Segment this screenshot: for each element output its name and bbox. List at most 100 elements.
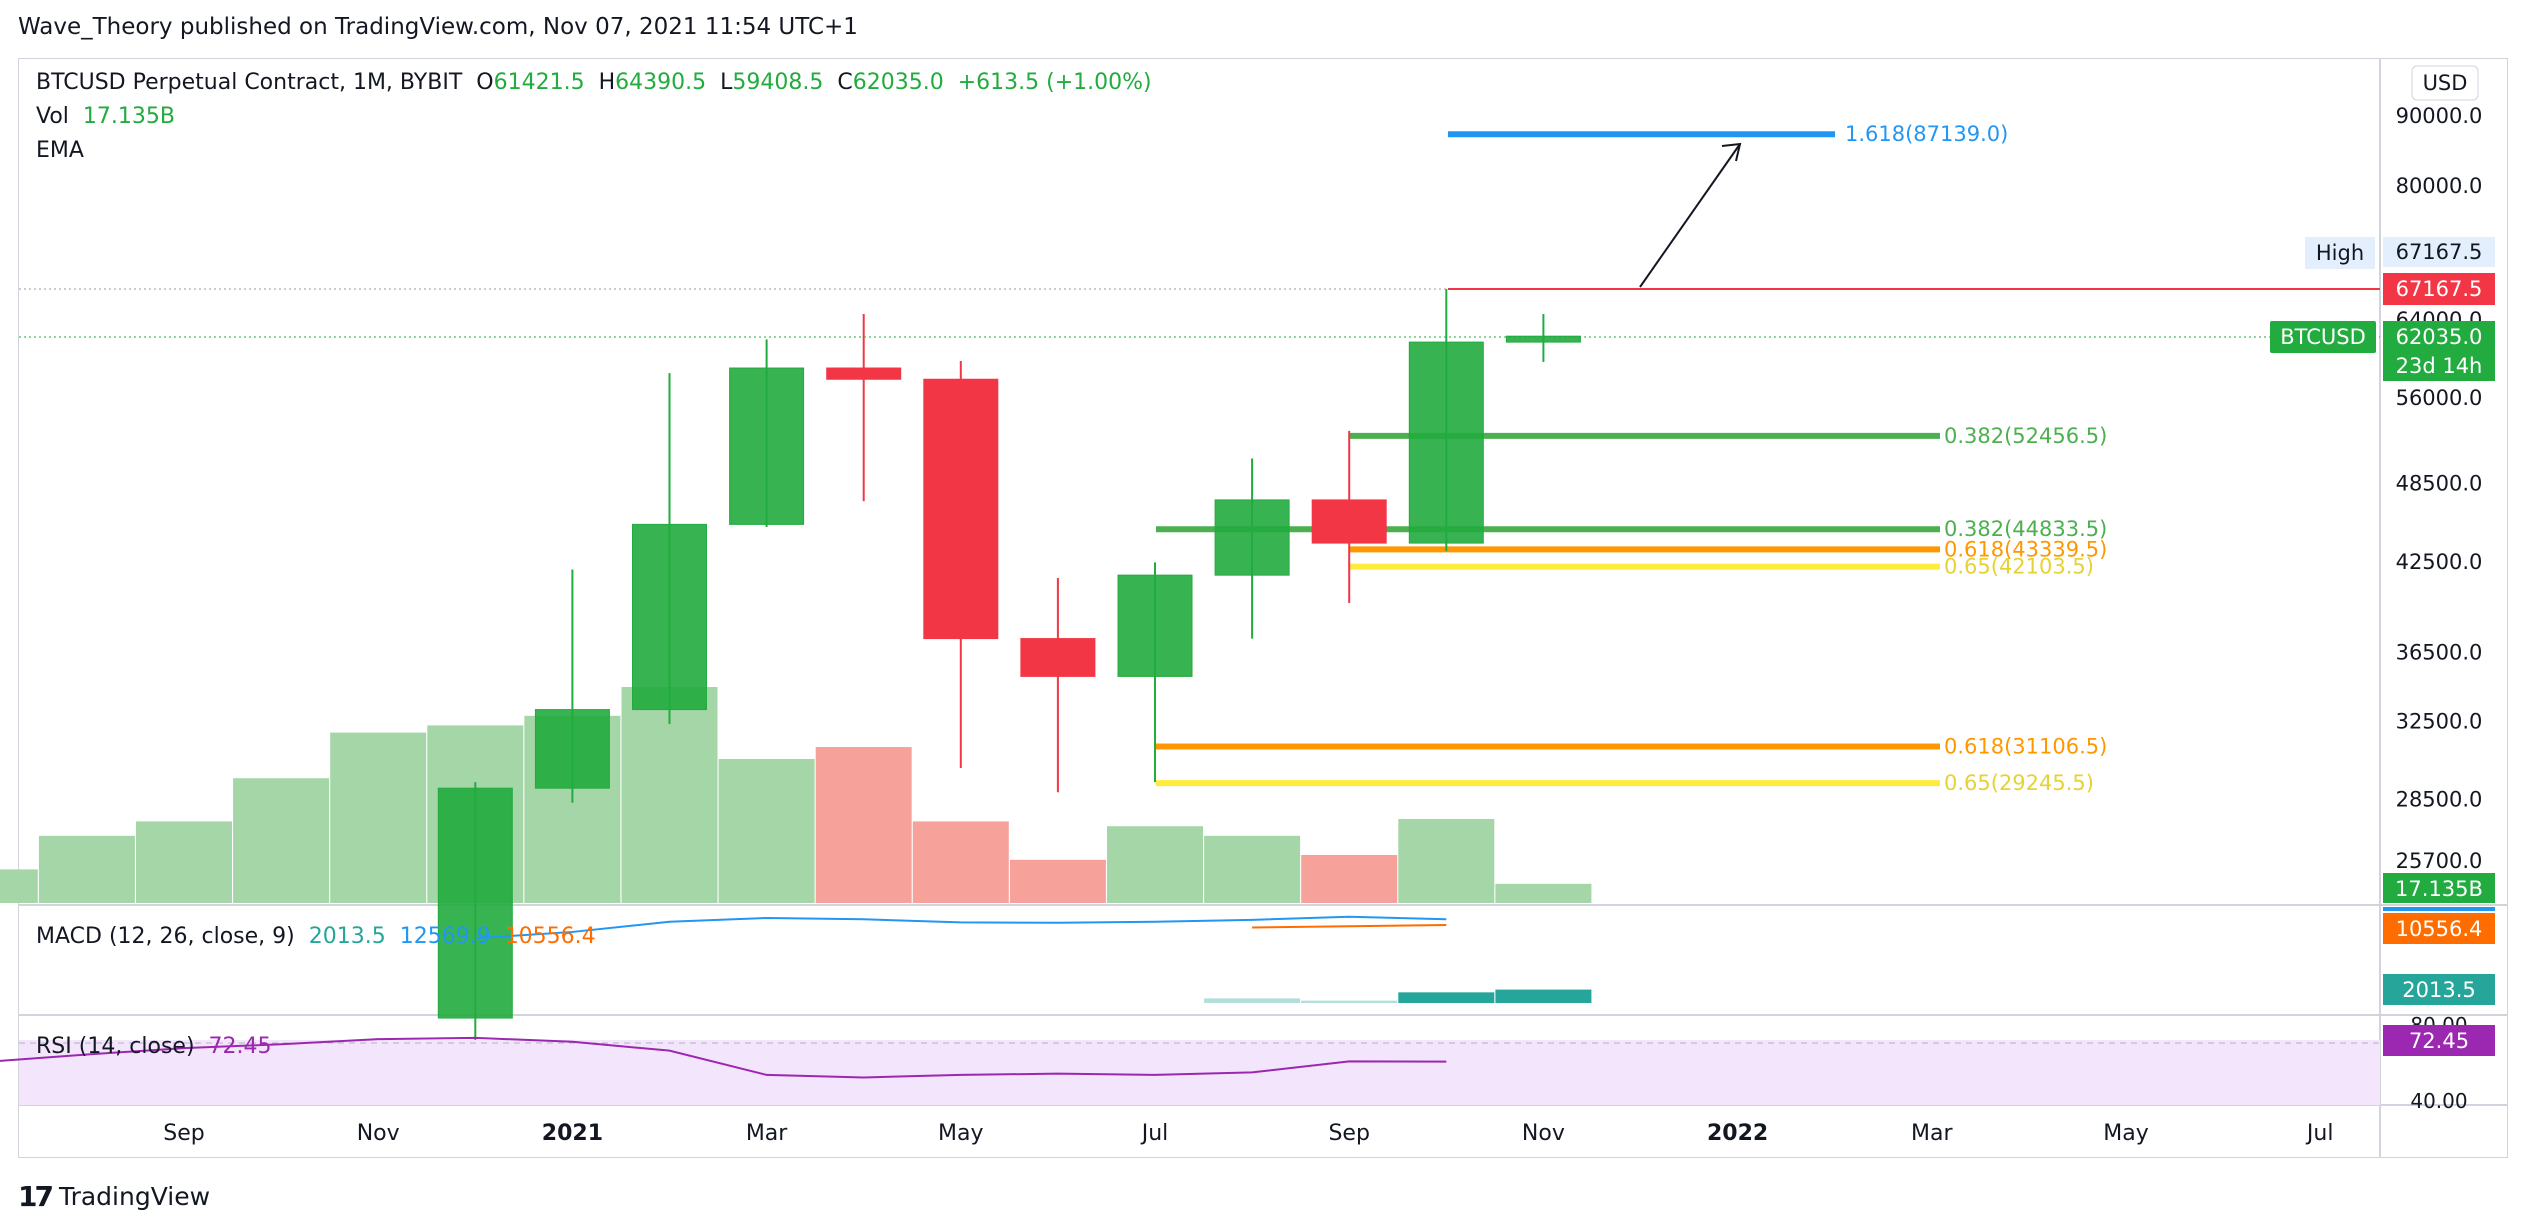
time-tick-7: Nov [1522,1121,1565,1146]
candle-body-8 [1214,499,1290,576]
candle-body-9 [1311,499,1387,544]
macd-teal-tag [2383,974,2495,1005]
macd-hist-0 [1204,998,1301,1003]
candle-body-4 [826,367,902,380]
rsi-tag-text: 72.45 [2409,1029,2469,1053]
rsi-line [0,1036,1447,1079]
volume-bar-11 [815,747,912,903]
volume-bar-14 [1107,826,1203,903]
tradingview-logo[interactable]: 17 TradingView [18,1180,210,1213]
macd-signal-line [1252,923,1447,929]
last-price-tag [2383,321,2495,381]
footer-brand: TradingView [58,1182,211,1211]
candle-body-6 [1020,638,1096,677]
candle-body-1 [534,709,610,789]
macd-orange-tag [2383,913,2495,944]
price-tick-0: 90000.0 [2396,104,2483,128]
volume-bar-5 [233,778,330,903]
fib-label-2: 0.618(43339.5) [1944,537,2107,561]
vol-tag [2383,873,2495,903]
volume-bar-10 [718,759,815,903]
rsi-label: RSI (14, close) [36,1034,195,1059]
target-arrow-line [1639,143,1741,288]
rsi-layer [0,1036,1447,1079]
macd-orange-text: 10556.4 [2396,917,2483,941]
price-tick-6: 32500.0 [2396,709,2483,733]
legend-symbol: BTCUSD Perpetual Contract, 1M, BYBIT [36,70,463,95]
high-value-text: 67167.5 [2396,240,2483,264]
fib-label-3: 0.65(42103.5) [1944,555,2094,579]
volume-layer [0,687,1592,903]
volume-bar-2 [0,869,38,903]
price-tick-1: 80000.0 [2396,174,2483,198]
fib-label-4: 0.618(31106.5) [1944,735,2107,759]
volume-bar-12 [912,821,1009,903]
currency-button-label: USD [2423,71,2468,95]
macd-line [475,915,1447,940]
high-label-tag [2305,237,2375,269]
high-value-tag [2383,237,2495,267]
time-tick-8: 2022 [1707,1121,1768,1146]
high-red-tag [2383,273,2495,305]
symbol-tag-text: BTCUSD [2280,325,2366,349]
time-tick-1: Nov [357,1121,400,1146]
fib-label-1: 0.382(44833.5) [1944,517,2107,541]
legend-change: +613.5 (+1.00%) [957,70,1152,95]
candle-body-11 [1505,335,1581,343]
chart-frame [18,58,2508,1158]
macd-layer [475,915,1592,1003]
macd-hist-2 [1398,992,1495,1003]
candle-body-0 [437,787,513,1019]
fib-label-5: 0.65(29245.5) [1944,771,2094,795]
rsi-band [19,1040,2380,1105]
volume-bar-18 [1495,883,1592,903]
volume-bar-3 [38,835,135,903]
high-red-text: 67167.5 [2396,277,2483,301]
macd-teal-text: 2013.5 [2402,978,2475,1002]
main-legend: BTCUSD Perpetual Contract, 1M, BYBIT O614… [36,70,1166,95]
time-tick-6: Sep [1328,1121,1369,1146]
time-axis: Sep Nov 2021 Mar May Jul Sep Nov 2022 Mar May Jul [163,1121,2333,1146]
legend-ema-label: EMA [36,138,84,163]
legend-open: 61421.5 [493,70,585,95]
countdown-text: 23d 14h [2396,354,2483,378]
candle-body-7 [1117,574,1193,677]
rsi-tag [2383,1025,2495,1056]
target-arrow-head [1721,142,1742,162]
rsi-tick-bottom: 40.00 [2410,1089,2467,1113]
legend-low-label: L [720,70,733,95]
published-line: Wave_Theory published on TradingView.com… [18,14,858,40]
rsi-legend: RSI (14, close) 72.45 [36,1034,286,1059]
volume-bar-17 [1398,819,1495,903]
price-axis: 90000.0 80000.0 56000.0 48500.0 42500.0 36500… [2396,104,2483,873]
price-tick-4: 42500.0 [2396,550,2483,574]
price-tick-5: 36500.0 [2396,640,2483,664]
macd-label: MACD (12, 26, close, 9) [36,924,295,949]
volume-bar-4 [136,821,232,903]
candle-body-3 [729,367,805,525]
time-tick-0: Sep [163,1121,204,1146]
price-tick-8: 25700.0 [2396,849,2483,873]
legend-low: 59408.5 [732,70,824,95]
volume-bar-13 [1009,859,1106,903]
rsi-value: 72.45 [208,1034,272,1059]
candle-body-5 [923,378,999,640]
legend-vol-label: Vol [36,104,69,129]
macd-v3: 10556.4 [504,924,596,949]
currency-button[interactable] [2411,65,2479,101]
symbol-tag [2270,321,2376,353]
macd-hist-3 [1495,989,1592,1003]
time-tick-4: May [938,1121,983,1146]
volume-bar-15 [1204,835,1301,903]
macd-v2: 12569.9 [399,924,491,949]
time-tick-10: May [2103,1121,2148,1146]
ema-legend: EMA [36,138,98,163]
time-tick-9: Mar [1911,1121,1953,1146]
volume-bar-6 [330,732,427,903]
macd-hist-1 [1301,1000,1398,1003]
last-price-text: 62035.0 [2396,325,2483,349]
legend-open-label: O [476,70,494,95]
legend-high-label: H [598,70,616,95]
tradingview-logo-icon: 17 [18,1180,54,1213]
